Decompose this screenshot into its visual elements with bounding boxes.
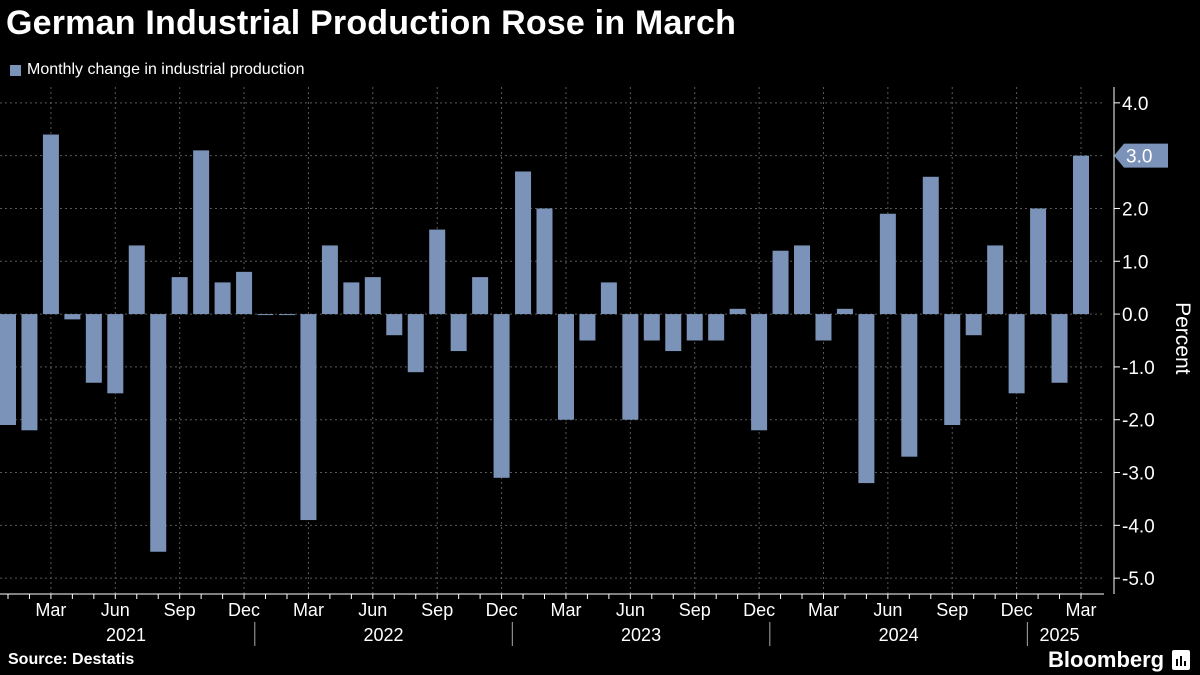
bar-2024-09 [944,314,961,425]
bar-2023-05 [600,282,617,315]
latest-value-badge [1114,143,1168,168]
x-tick-label: Jun [358,600,387,620]
x-tick-label: Dec [486,600,518,620]
bar-2024-02 [794,245,811,315]
year-label: 2021 [106,625,146,645]
bar-2024-08 [922,176,939,315]
bar-2022-08 [407,314,424,373]
bar-2024-07 [901,314,918,457]
y-tick-label: 0.0 [1122,305,1148,326]
bar-2022-12 [493,314,510,478]
y-tick-label: 4.0 [1122,94,1148,115]
bar-2023-12 [751,314,768,431]
y-tick-label: -1.0 [1122,358,1155,379]
bar-2024-03 [815,314,832,341]
bar-2023-03 [557,314,574,420]
x-tick-label: Dec [1001,600,1033,620]
bar-2022-03 [300,314,317,521]
bar-2024-12 [1008,314,1025,394]
brand-logo-text: Bloomberg [1048,647,1165,672]
legend: Monthly change in industrial production [10,61,305,79]
bar-2025-02 [1051,314,1068,383]
x-tick-label: Jun [616,600,645,620]
bar-2021-12 [236,271,253,315]
bar-2022-02 [278,314,295,316]
x-tick-label: Sep [679,600,711,620]
x-tick-label: Mar [550,600,581,620]
bar-2021-09 [171,277,188,315]
bar-2023-02 [536,208,553,315]
x-tick-label: Mar [35,600,66,620]
bar-2022-07 [386,314,403,336]
bar-2023-01 [515,171,532,315]
y-tick-label: -3.0 [1122,464,1155,485]
y-tick-label: 2.0 [1122,199,1148,220]
bar-2021-04 [64,314,81,320]
bar-2022-04 [321,245,338,315]
x-tick-label: Sep [164,600,196,620]
y-tick-label: -4.0 [1122,516,1155,537]
bar-2021-02 [21,314,38,431]
y-tick-label: -2.0 [1122,411,1155,432]
bar-2021-07 [128,245,145,315]
year-label: 2024 [879,625,919,645]
latest-value-label: 3.0 [1126,147,1152,168]
bar-2022-11 [472,277,489,315]
legend-label: Monthly change in industrial production [27,61,305,78]
bar-2021-01 [0,314,16,425]
year-label: 2023 [621,625,661,645]
y-tick-label: -5.0 [1122,569,1155,590]
bar-2022-01 [257,314,274,316]
bar-2024-10 [965,314,982,336]
x-tick-label: Dec [743,600,775,620]
bar-2022-05 [343,282,360,315]
bar-2023-11 [729,308,746,315]
bar-2021-10 [193,150,210,315]
x-tick-label: Mar [808,600,839,620]
x-tick-label: Mar [293,600,324,620]
bar-2022-10 [450,314,467,352]
bar-2024-06 [879,213,896,315]
bar-2023-07 [643,314,660,341]
bar-2024-05 [858,314,875,484]
source-note: Source: Destatis [8,651,135,668]
bar-2021-05 [85,314,102,383]
x-tick-label: Sep [936,600,968,620]
bar-2021-08 [150,314,167,552]
bloomberg-terminal-icon [1172,650,1191,670]
bar-2021-06 [107,314,124,394]
y-tick-label: 1.0 [1122,252,1148,273]
bar-2024-04 [836,308,853,315]
bar-2023-09 [686,314,703,341]
year-label: 2025 [1040,625,1080,645]
x-tick-label: Sep [421,600,453,620]
legend-swatch [10,64,21,76]
bar-2024-01 [772,250,789,315]
bar-2023-04 [579,314,596,341]
chart-title: German Industrial Production Rose in Mar… [6,4,737,42]
x-tick-label: Dec [228,600,260,620]
bar-2022-09 [429,229,446,315]
x-tick-label: Mar [1066,600,1097,620]
bar-2025-03 [1073,155,1089,315]
bar-2025-01 [1030,208,1047,315]
y-axis-title: Percent [1171,302,1194,375]
bar-2023-06 [622,314,639,420]
bar-2023-10 [708,314,725,341]
year-label: 2022 [364,625,404,645]
bar-2024-11 [987,245,1004,315]
x-tick-label: Jun [873,600,902,620]
bar-2021-11 [214,282,231,315]
bar-2023-08 [665,314,682,352]
bar-2022-06 [364,277,381,315]
bar-2021-03 [42,134,59,315]
brand: Bloomberg [1048,647,1191,673]
x-tick-label: Jun [101,600,130,620]
